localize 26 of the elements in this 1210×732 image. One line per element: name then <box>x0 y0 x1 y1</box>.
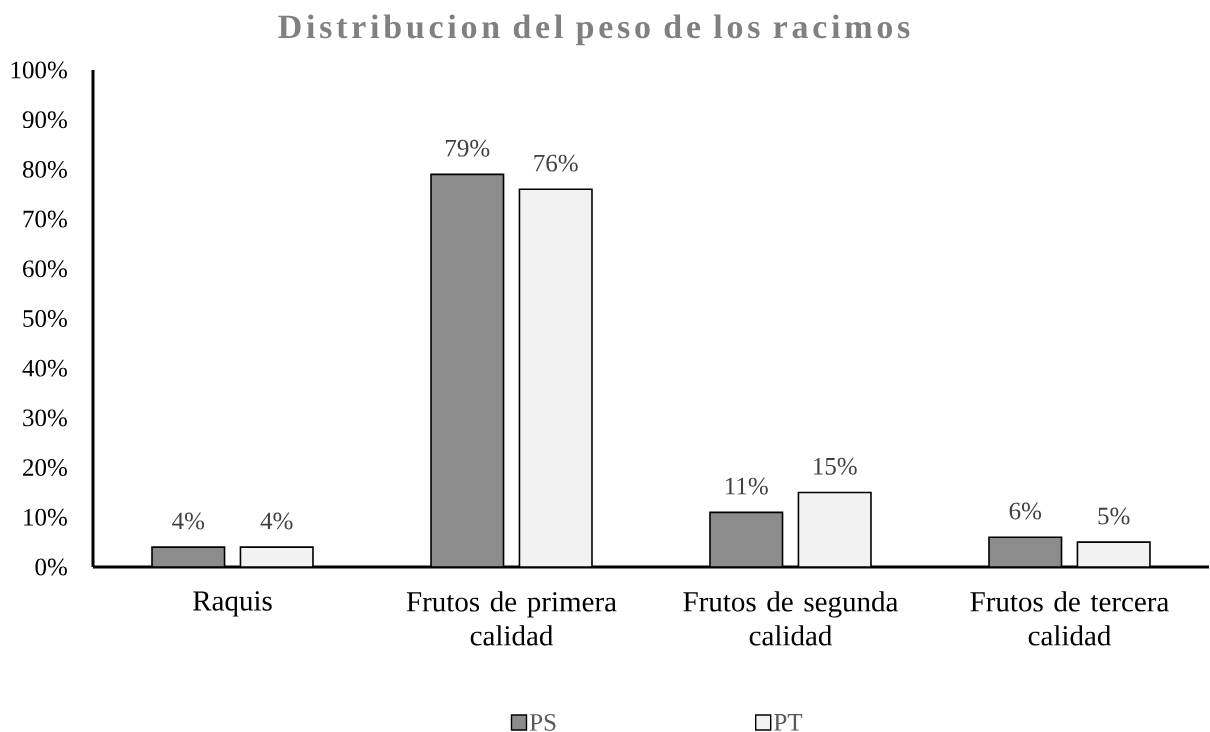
data-label: 4% <box>172 512 205 530</box>
y-tick-label: 90% <box>22 111 67 129</box>
legend-label: PT <box>774 714 803 731</box>
legend-label: PS <box>529 714 556 731</box>
data-label: 11% <box>726 477 768 495</box>
y-tick-label: 50% <box>23 310 67 327</box>
y-tick-label: 40% <box>22 359 67 377</box>
y-tick-label: 10% <box>24 508 67 526</box>
x-tick-label: Frutos de primera calidad <box>406 591 617 646</box>
data-label: 6% <box>1009 502 1042 520</box>
data-label: 15% <box>813 457 857 475</box>
chart-title: Distribucion del peso de los racimos <box>278 14 910 46</box>
y-tick-label: 70% <box>23 210 67 228</box>
y-tick-label: 80% <box>22 160 67 178</box>
x-tick-label: Frutos de segunda calidad <box>683 591 898 646</box>
data-label: 79% <box>446 139 490 157</box>
data-label: 4% <box>260 512 293 530</box>
y-tick-label: 60% <box>23 260 67 278</box>
data-label: 76% <box>534 154 578 172</box>
y-tick-label: 20% <box>23 459 67 477</box>
y-tick-label: 0% <box>35 558 67 576</box>
x-tick-label: Raquis <box>193 591 272 617</box>
x-tick-label: Frutos de tercera calidad <box>970 591 1169 646</box>
data-label: 5% <box>1098 507 1130 525</box>
y-tick-label: 30% <box>23 409 67 427</box>
y-tick-label: 100% <box>11 61 67 79</box>
